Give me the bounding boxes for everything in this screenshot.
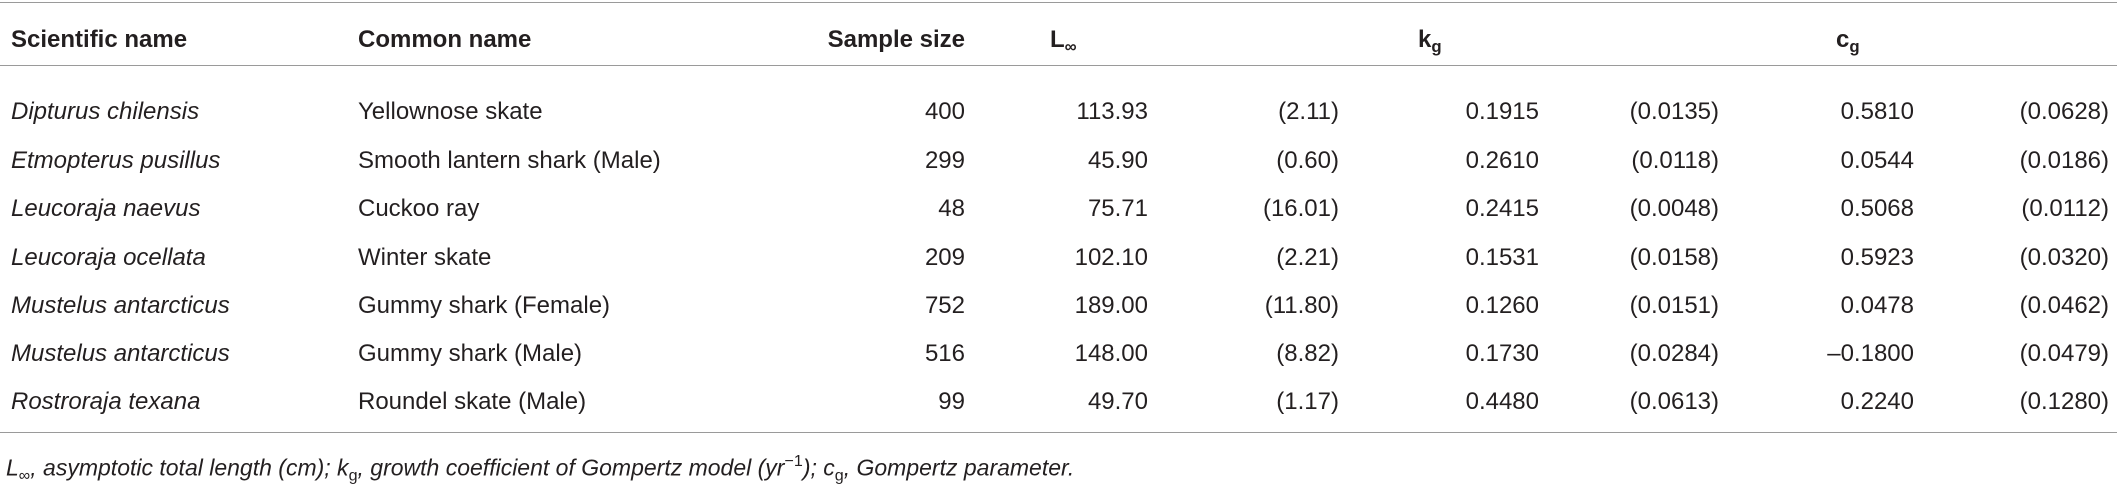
common-name: Smooth lantern shark (Male) [358, 147, 661, 174]
table-value: (0.0186) [2019, 147, 2109, 174]
header-text: Common name [358, 26, 532, 53]
column-header: Scientific name [11, 25, 187, 55]
table-value: 189.00 [1074, 292, 1148, 319]
common-name: Gummy shark (Female) [358, 292, 611, 319]
table-value: 209 [924, 244, 965, 271]
bottom-rule [0, 432, 2117, 433]
scientific-name: Leucoraja naevus [11, 195, 201, 222]
footnote-text: , Gompertz parameter. [843, 454, 1075, 481]
table-value: 48 [938, 195, 965, 222]
footnote-text: L [6, 454, 19, 481]
footnote-text: ∞ [18, 466, 31, 485]
table-value: –0.1800 [1827, 340, 1914, 367]
header-rule [0, 65, 2117, 66]
table-value: 113.93 [1076, 98, 1148, 125]
table-value: 752 [924, 292, 965, 319]
table-value: (0.0135) [1629, 98, 1719, 125]
common-name: Gummy shark (Male) [358, 340, 583, 367]
header-subscript: g [1431, 37, 1442, 57]
table-value: 299 [924, 147, 965, 174]
table-value: (8.82) [1276, 340, 1339, 367]
table-value: (0.1280) [2019, 388, 2109, 415]
table-value: 400 [924, 98, 965, 125]
table-value: (0.0613) [1629, 388, 1719, 415]
header-text: Scientific name [11, 26, 188, 53]
column-header: cg [1836, 25, 1860, 55]
table-value: 0.2415 [1465, 195, 1539, 222]
column-header: Sample size [828, 25, 965, 55]
top-rule [0, 2, 2117, 3]
table-value: 0.5923 [1840, 244, 1914, 271]
table-value: 0.1260 [1465, 292, 1539, 319]
common-name: Cuckoo ray [358, 195, 480, 222]
table-value: 0.0544 [1840, 147, 1914, 174]
footnote-text: g [348, 466, 358, 485]
column-header: kg [1418, 25, 1442, 55]
header-text: k [1418, 26, 1432, 53]
table-value: 0.1915 [1465, 98, 1539, 125]
scientific-name: Leucoraja ocellata [11, 244, 206, 271]
footnote-text: g [834, 466, 844, 485]
table-value: 0.1531 [1465, 244, 1539, 271]
table-value: 516 [924, 340, 965, 367]
header-text: Sample size [827, 26, 965, 53]
table-value: 0.2240 [1840, 388, 1914, 415]
table-value: 0.5810 [1840, 98, 1914, 125]
header-text: c [1836, 26, 1850, 53]
table-value: (0.0048) [1629, 195, 1719, 222]
common-name: Winter skate [358, 244, 492, 271]
column-header: Common name [358, 25, 531, 55]
table-value: (16.01) [1262, 195, 1339, 222]
scientific-name: Mustelus antarcticus [11, 292, 230, 319]
table-value: (0.0118) [1631, 147, 1719, 174]
table-value: 0.4480 [1465, 388, 1539, 415]
header-subscript: ∞ [1064, 37, 1077, 57]
table-value: (0.0479) [2019, 340, 2109, 367]
table-value: 0.5068 [1840, 195, 1914, 222]
common-name: Roundel skate (Male) [358, 388, 587, 415]
footnote-text: −1 [784, 451, 803, 470]
table-value: (0.0320) [2019, 244, 2109, 271]
table-value: 49.70 [1087, 388, 1148, 415]
table-value: (0.60) [1276, 147, 1339, 174]
table-value: 0.2610 [1465, 147, 1539, 174]
table-value: 45.90 [1087, 147, 1148, 174]
scientific-name: Mustelus antarcticus [11, 340, 230, 367]
header-text: L [1050, 26, 1065, 53]
footnote-text: , growth coefficient of Gompertz model (… [357, 454, 785, 481]
table-value: (11.80) [1264, 292, 1339, 319]
table-value: (0.0628) [2019, 98, 2109, 125]
table-value: 0.1730 [1465, 340, 1539, 367]
table-value: (0.0284) [1629, 340, 1719, 367]
table-value: (0.0462) [2019, 292, 2109, 319]
header-subscript: g [1849, 37, 1860, 57]
table-value: 148.00 [1074, 340, 1148, 367]
table-value: (2.21) [1276, 244, 1339, 271]
table-value: (1.17) [1276, 388, 1339, 415]
table-value: (2.11) [1278, 98, 1339, 125]
scientific-name: Dipturus chilensis [11, 98, 200, 125]
scientific-name: Etmopterus pusillus [11, 147, 221, 174]
column-header: L∞ [1050, 25, 1077, 55]
common-name: Yellownose skate [358, 98, 543, 125]
footnote-text: ); c [802, 454, 835, 481]
footnote: L∞, asymptotic total length (cm); kg, gr… [6, 451, 1075, 485]
scientific-name: Rostroraja texana [11, 388, 201, 415]
footnote-text: , asymptotic total length (cm); k [30, 454, 349, 481]
table-value: (0.0112) [2021, 195, 2109, 222]
table-value: (0.0158) [1629, 244, 1719, 271]
table-value: 99 [938, 388, 965, 415]
table-value: 102.10 [1074, 244, 1148, 271]
table-value: 0.0478 [1840, 292, 1914, 319]
table-value: (0.0151) [1629, 292, 1719, 319]
table-value: 75.71 [1087, 195, 1148, 222]
